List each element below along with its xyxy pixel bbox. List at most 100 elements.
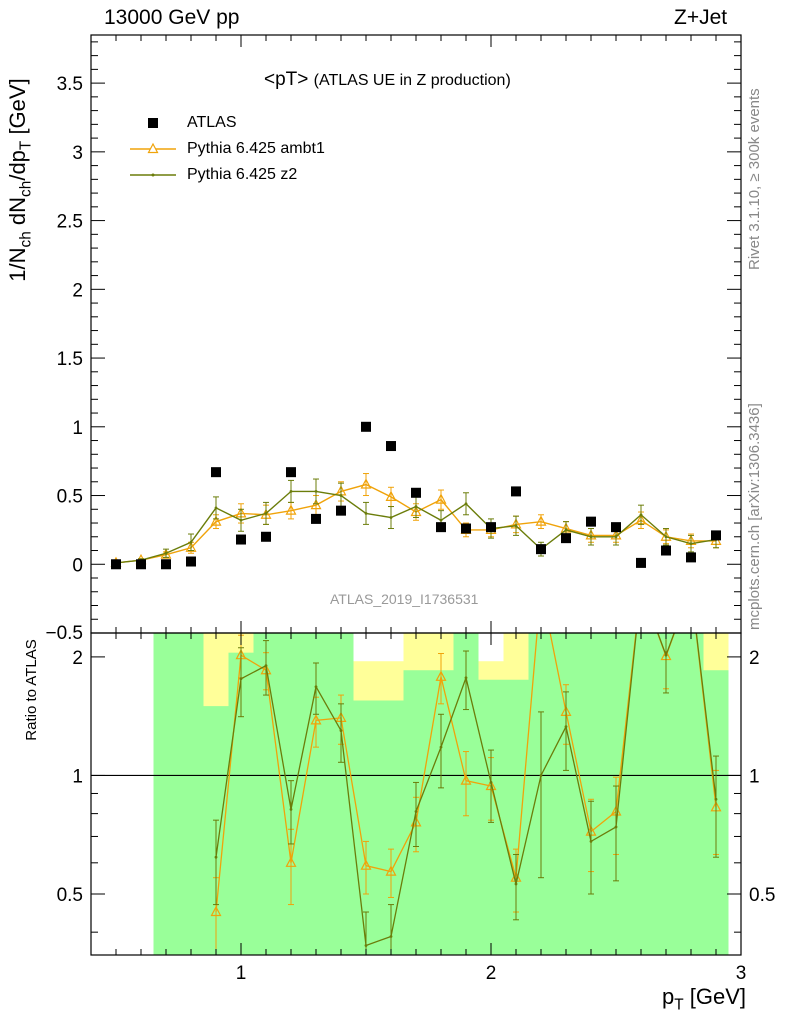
y-tick-label: 2 [72,280,83,301]
ratio-marker-z2 [239,677,243,681]
y-tick-label: 3 [72,143,83,164]
main-marker-z2 [289,490,293,493]
y-axis-label-ratio: Ratio to ATLAS [23,639,40,741]
main-series [110,421,722,570]
atlas-data-point [236,534,246,545]
main-marker-ambt1 [385,490,397,502]
process-label: Z+Jet [674,6,728,29]
plot-title: <pT> (ATLAS UE in Z production) [264,69,511,91]
main-marker-ambt1 [185,541,197,552]
ratio-marker-z2 [264,664,268,668]
main-marker-z2 [564,528,568,532]
atlas-data-point [486,522,496,533]
atlas-data-point [311,513,321,524]
collision-label: 13000 GeV pp [104,6,240,29]
atlas-data-point [336,505,346,516]
ratio-marker-z2 [614,825,618,829]
atlas-data-point [411,487,421,498]
main-marker-ambt1 [210,515,222,526]
band-inner [553,633,579,955]
ratio-y-tick-label-right: 2 [749,648,760,669]
atlas-data-point [361,421,371,432]
ratio-marker-ambt1 [385,865,397,876]
ratio-marker-z2 [214,855,218,859]
band-inner [628,633,654,955]
ratio-uncertainty-bands [153,633,729,955]
band-inner [328,633,354,955]
ratio-marker-z2 [714,797,718,801]
atlas-data-point [111,559,121,570]
band-inner [578,633,604,955]
band-inner [153,633,204,955]
ratio-series-clipped [210,583,722,955]
ratio-marker-ambt1 [460,774,472,785]
ratio-marker-z2 [664,653,668,657]
main-marker-z2 [314,490,318,493]
main-marker-z2 [464,502,468,506]
x-tick-label: 3 [736,963,747,984]
ratio-marker-z2 [389,935,393,938]
ratio-y-tick-label: 0.5 [57,885,83,906]
y-tick-label: 2.5 [57,212,83,233]
atlas-data-point [611,522,621,533]
main-marker-ambt1 [285,504,297,515]
y-tick-label: 1 [72,418,83,439]
atlas-data-point [711,530,721,541]
y-tick-label: 0.5 [57,487,83,508]
legend-marks [130,118,176,177]
main-marker-z2 [389,516,393,519]
ratio-marker-z2 [564,725,568,729]
ratio-y-tick-label: 1 [72,766,83,787]
main-marker-ambt1 [535,515,547,526]
main-marker-z2 [264,512,268,515]
main-series-clipped [110,421,722,570]
ratio-y-tick-label-right: 0.5 [749,885,775,906]
ratio-marker-z2 [514,882,518,886]
ratio-marker-ambt1 [210,905,222,917]
main-marker-z2 [639,513,643,517]
atlas-data-point [536,544,546,555]
main-marker-z2 [239,518,243,522]
atlas-data-point [286,467,296,478]
ratio-marker-ambt1 [687,583,696,592]
atlas-data-point [511,486,521,497]
legend-label-atlas: ATLAS [187,114,237,131]
atlas-data-point [211,467,221,478]
mcplots-label: mcplots.cern.ch [arXiv:1306.3436] [746,403,763,630]
main-marker-z2 [689,542,693,546]
y-axis-label-main: 1/Nch dNch/dpT [GeV] [5,78,35,282]
ratio-marker-z2 [489,781,493,784]
main-marker-z2 [214,506,218,510]
ratio-marker-z2 [589,840,593,843]
atlas-data-point [136,559,146,570]
plot-title-sub: (ATLAS UE in Z production) [313,72,511,89]
ratio-marker-ambt1 [435,670,447,681]
atlas-data-point [186,556,196,567]
x-axis-label: pT [GeV] [661,984,746,1014]
atlas-data-point [261,531,271,542]
ratio-marker-z2 [314,685,318,689]
legend-label-ambt1: Pythia 6.425 ambt1 [187,140,325,157]
main-marker-ambt1 [310,498,322,510]
main-marker-ambt1 [435,493,447,504]
ratio-marker-z2 [439,745,443,749]
analysis-id-label: ATLAS_2019_I1736531 [330,591,479,607]
ratio-marker-z2 [364,944,368,947]
legend-marker-z2 [151,173,155,177]
ratio-marker-z2 [539,774,543,777]
ratio-marker-ambt1 [360,859,372,870]
ratio-marker-z2 [414,810,418,813]
main-marker-z2 [589,535,593,539]
legend-label-z2: Pythia 6.425 z2 [187,166,298,183]
x-tick-label: 1 [236,963,247,984]
atlas-data-point [561,533,571,544]
main-marker-z2 [189,540,193,544]
main-marker-z2 [339,494,343,497]
ratio-marker-z2 [690,586,693,589]
main-marker-z2 [614,535,618,539]
main-marker-z2 [414,505,418,508]
atlas-data-point [386,441,396,452]
y-tick-label-cut: −0.5 [45,623,83,644]
atlas-data-point [461,523,471,534]
